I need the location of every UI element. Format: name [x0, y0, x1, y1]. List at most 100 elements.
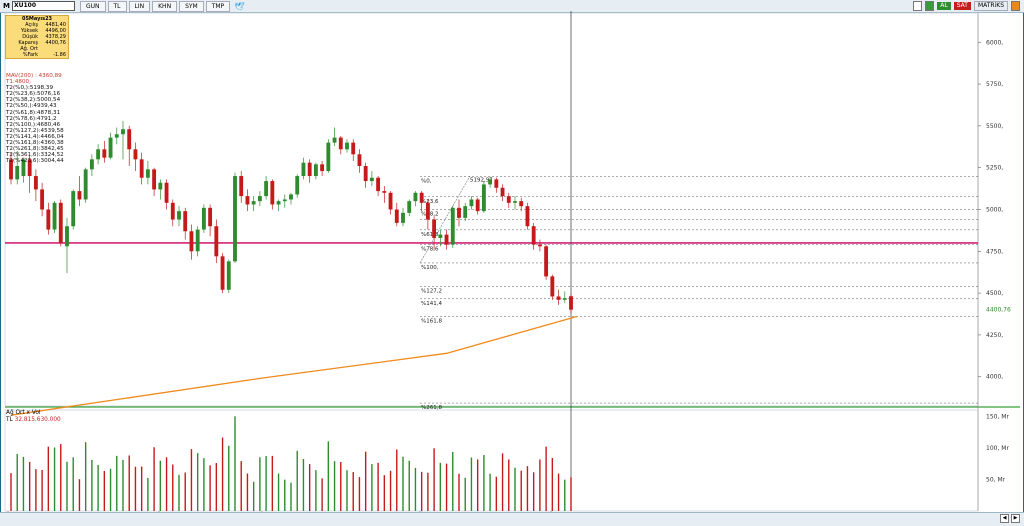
fib-level-legend-item: T2(%100,):4680,46 — [6, 121, 61, 128]
toolbar-right: AL SAT MATRiKS — [913, 1, 1020, 11]
candle-body — [114, 134, 119, 138]
candle-body — [264, 181, 269, 197]
scroll-left-icon[interactable]: ◀ — [1000, 514, 1009, 523]
fib-level-label: %100, — [421, 265, 439, 271]
candle-body — [58, 202, 63, 243]
menu-icon[interactable]: M — [3, 2, 10, 10]
fib-level-label: %161,8 — [421, 318, 442, 324]
candle-body — [295, 176, 300, 195]
window-icon[interactable] — [913, 1, 923, 11]
candle-body — [71, 191, 76, 227]
y-tick-label: 4500, — [986, 290, 1003, 297]
fib-level-legend-item: T2(%127,2):4539,58 — [6, 127, 64, 134]
mav-line — [10, 315, 578, 416]
candle-body — [313, 164, 318, 177]
candle-body — [556, 296, 561, 300]
candle-body — [289, 194, 293, 200]
ohlc-info-box: 05Mayıs23 Açılış 4481,40 Yüksek 4496,00 Dü… — [5, 15, 69, 59]
candle-body — [127, 129, 132, 150]
y-tick-label: 4750, — [986, 248, 1003, 255]
candle-body — [338, 137, 343, 150]
candle-body — [133, 149, 138, 160]
volume-legend: Ağ Ort x Vol TL 32.815.630.000 — [6, 410, 61, 424]
twitter-icon[interactable]: 🕊 — [234, 1, 245, 11]
candle-body — [40, 189, 45, 210]
candle-body — [239, 176, 244, 197]
candle-body — [65, 226, 69, 247]
candle-body — [382, 191, 387, 193]
candle-body — [145, 169, 150, 178]
fib-swing-label: 5192,97 — [470, 177, 493, 183]
candle-body — [444, 234, 449, 245]
fib-level-label: %61,8 — [421, 232, 439, 238]
fib-level-legend-item: T2(%50,):4939,43 — [6, 103, 57, 110]
candle-body — [401, 212, 405, 223]
buy-button[interactable]: AL — [937, 2, 951, 10]
candle-body — [77, 191, 82, 200]
scroll-right-icon[interactable]: ▶ — [1011, 514, 1020, 523]
candle-body — [245, 196, 250, 205]
fib-level-label: %141,4 — [421, 301, 442, 307]
y-tick-label: 5250, — [986, 165, 1003, 172]
candle-body — [9, 159, 13, 180]
candle-body — [450, 207, 455, 245]
volume-tl-label: TL — [6, 417, 13, 423]
candle-body — [201, 207, 206, 230]
candle-body — [369, 177, 374, 182]
info-row-diff: %Fark -1.86 — [6, 52, 68, 58]
candle-body — [220, 256, 225, 290]
toolbar-button-tmp[interactable]: TMP — [205, 0, 231, 12]
candle-body — [301, 162, 306, 177]
candle-body — [251, 201, 256, 205]
candle-body — [550, 276, 555, 297]
candle-body — [438, 234, 443, 238]
toolbar-button-khn[interactable]: KHN — [152, 0, 178, 12]
candle-body — [376, 177, 381, 192]
info-value: 4481,40 — [45, 22, 66, 28]
toolbar-button-tl[interactable]: TL — [107, 0, 127, 12]
candle-body — [562, 298, 567, 300]
toolbar: M XU100 GUN TL LIN KHN SYM TMP 🕊 AL SAT … — [0, 0, 1024, 13]
volume-value: 32.815.630.000 — [14, 417, 61, 423]
candle-body — [108, 137, 113, 158]
last-price-label: 4400,76 — [986, 307, 1011, 314]
toolbar-button-lin[interactable]: LIN — [128, 0, 151, 12]
y-tick-label: 5500, — [986, 123, 1003, 130]
candle-body — [432, 219, 437, 238]
candle-body — [413, 192, 418, 202]
mav-label: MAV(200) : 4360,89 — [6, 73, 62, 79]
candle-body — [307, 162, 312, 177]
y-tick-label: 4250, — [986, 332, 1003, 339]
candle-body — [519, 201, 524, 207]
fib-level-legend-item: T2(%161,8):4360,38 — [6, 140, 64, 147]
candle-body — [83, 169, 88, 200]
candle-body — [21, 159, 26, 177]
close-icon[interactable] — [1011, 1, 1020, 11]
fib-level-legend-item: T2(%61,8):4878,31 — [6, 109, 61, 116]
candle-body — [469, 199, 474, 207]
fib-level-legend-item: T2(%141,4):4466,04 — [6, 133, 64, 140]
candle-body — [15, 166, 20, 180]
green-square-icon[interactable] — [925, 1, 935, 11]
candle-body — [121, 129, 125, 135]
toolbar-button-gun[interactable]: GUN — [79, 0, 106, 12]
volume-tick-label: 100, Mr — [986, 445, 1009, 452]
candle-body — [208, 207, 213, 227]
candle-body — [233, 176, 237, 262]
sell-button[interactable]: SAT — [953, 2, 971, 10]
info-row-high: Yüksek 4496,00 — [6, 28, 68, 34]
matriks-button[interactable]: MATRiKS — [973, 1, 1008, 11]
candle-body — [463, 206, 468, 218]
candle-body — [363, 166, 368, 182]
info-label: %Fark — [22, 52, 38, 58]
info-value: 4378,29 — [45, 34, 66, 40]
candle-body — [276, 201, 281, 205]
toolbar-button-sym[interactable]: SYM — [179, 0, 204, 12]
symbol-input[interactable]: XU100 — [11, 1, 75, 11]
candle-body — [139, 159, 144, 178]
candle-body — [544, 246, 549, 277]
candle-body — [326, 142, 331, 172]
symbol-selector[interactable]: M XU100 — [0, 0, 78, 12]
candle-body — [506, 196, 511, 203]
